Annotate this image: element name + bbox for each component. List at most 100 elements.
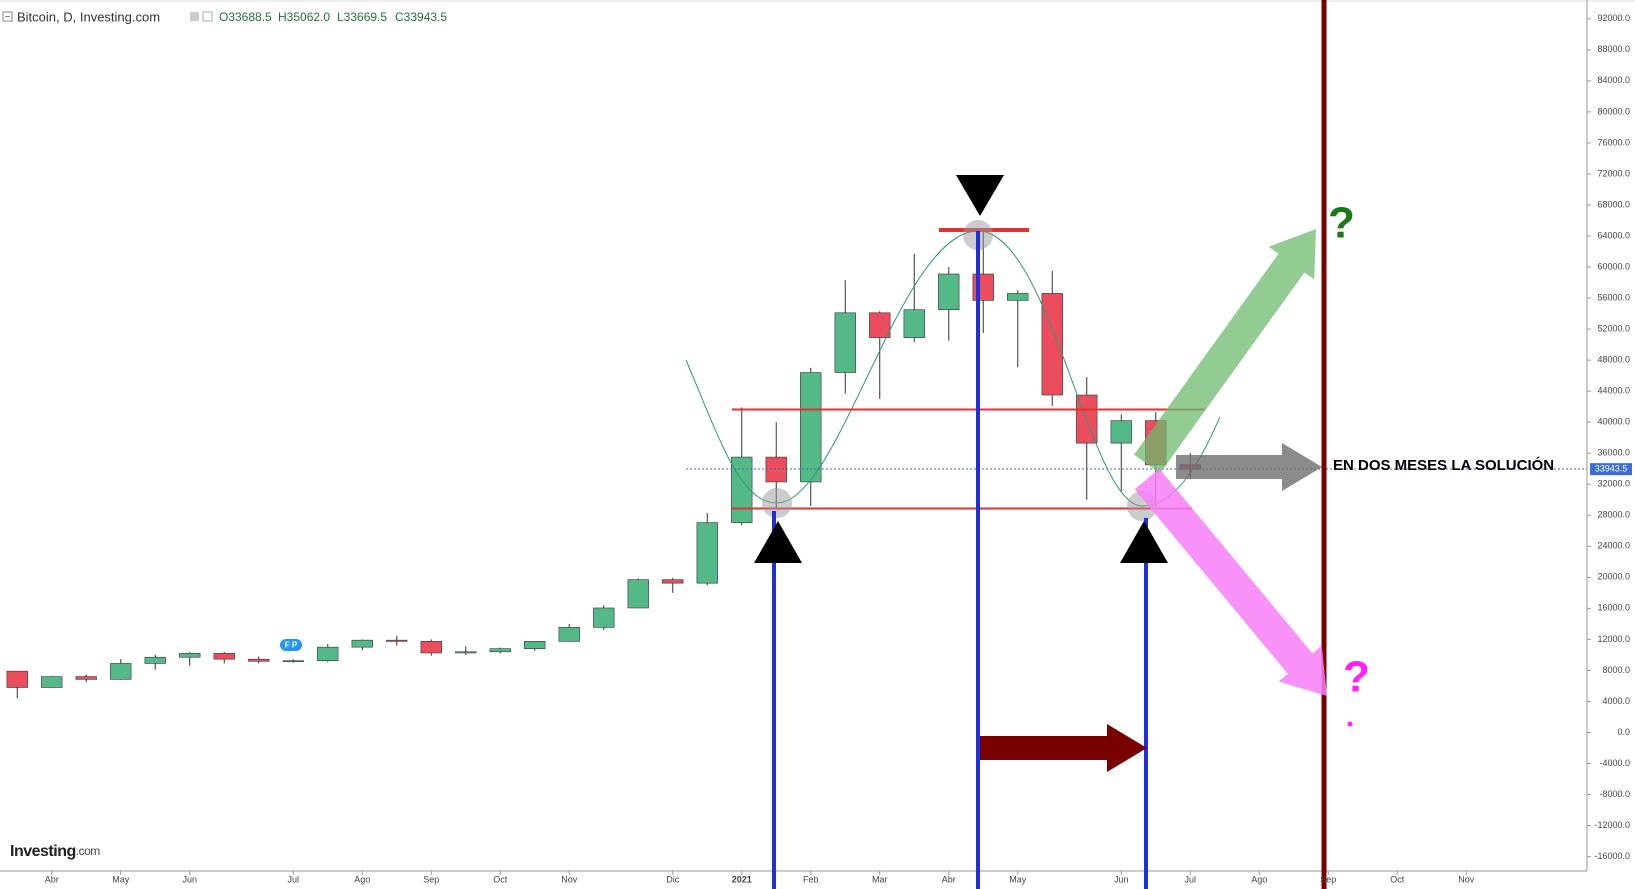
candle-body — [938, 273, 960, 311]
last-price-box — [1590, 463, 1632, 476]
y-tick-label: -16000.0 — [1594, 851, 1630, 861]
y-tick-label: -12000.0 — [1594, 820, 1630, 830]
x-tick-label: Mar — [872, 874, 888, 884]
y-tick-label: 64000.0 — [1597, 230, 1630, 240]
y-tick-label: 68000.0 — [1597, 199, 1630, 209]
x-tick-label: Nov — [561, 874, 578, 884]
y-tick-label: 84000.0 — [1597, 75, 1630, 85]
candle-body — [869, 312, 891, 338]
x-tick-label: Nov — [1458, 874, 1475, 884]
candle-body — [1110, 420, 1132, 444]
candle-body — [110, 663, 132, 680]
candle-body — [834, 312, 856, 373]
y-tick-label: 56000.0 — [1597, 292, 1630, 302]
triangle-down — [956, 175, 1004, 216]
y-tick-label: 12000.0 — [1597, 634, 1630, 644]
candle-body — [213, 653, 235, 660]
candle-body — [558, 627, 580, 642]
annotations: EN DOS MESES LA SOLUCIÓN ? ? — [685, 0, 1587, 889]
dot — [1347, 721, 1353, 727]
candle-body — [489, 648, 511, 653]
badge-text: F P — [285, 641, 298, 650]
collapse-icon[interactable] — [2, 11, 13, 22]
x-tick-label: Jul — [287, 874, 299, 884]
candle-body — [662, 579, 684, 584]
open: O33688.5 — [219, 10, 272, 24]
x-tick-label: Oct — [493, 874, 508, 884]
candle-body — [1041, 293, 1063, 396]
y-tick-label: 72000.0 — [1597, 168, 1630, 178]
x-tick-label: Feb — [803, 874, 819, 884]
arrow — [1176, 443, 1322, 491]
x-tick-label: May — [112, 874, 130, 884]
candle-body — [75, 676, 97, 680]
candle-body — [903, 309, 925, 338]
candle-body — [179, 653, 201, 658]
y-tick-label: -4000.0 — [1599, 758, 1630, 768]
x-tick-label: Ago — [1251, 874, 1267, 884]
candle-body — [765, 456, 787, 483]
close: C33943.5 — [395, 10, 447, 24]
x-tick-label: 2021 — [732, 874, 752, 884]
arrow — [1134, 468, 1327, 696]
y-tick-label: 24000.0 — [1597, 541, 1630, 551]
y-tick-label: 0.0 — [1617, 727, 1630, 737]
candle-body — [1007, 293, 1029, 301]
candle-body — [41, 676, 63, 688]
candle-body — [455, 651, 477, 654]
y-tick-label: 16000.0 — [1597, 603, 1630, 613]
question-up: ? — [1328, 199, 1355, 248]
brand: Investing.com — [10, 843, 100, 860]
candle-body — [627, 579, 649, 609]
pivot-circle — [762, 488, 792, 518]
arrow — [980, 724, 1147, 772]
brand-name: Investing — [10, 843, 76, 860]
x-tick-label: Sep — [423, 874, 439, 884]
y-tick-label: 36000.0 — [1597, 448, 1630, 458]
symbol: Bitcoin, D, Investing.com — [17, 9, 160, 24]
x-tick-label: Abr — [45, 874, 59, 884]
candle-body — [420, 641, 442, 654]
x-tick-label: May — [1009, 874, 1027, 884]
y-tick-label: 76000.0 — [1597, 137, 1630, 147]
y-tick-label: 20000.0 — [1597, 572, 1630, 582]
candle-body — [524, 641, 546, 650]
brand-suffix: .com — [76, 844, 101, 858]
x-tick-label: Abr — [942, 874, 956, 884]
y-tick-label: 8000.0 — [1602, 665, 1630, 675]
x-tick-label: Jun — [1114, 874, 1129, 884]
x-tick-label: Dic — [666, 874, 679, 884]
y-tick-label: -8000.0 — [1599, 789, 1630, 799]
candle-body — [248, 658, 270, 662]
candle-body — [6, 670, 28, 688]
last-price-label: 33943.5 — [1595, 464, 1628, 474]
candle-body — [144, 656, 166, 664]
y-tick-label: 60000.0 — [1597, 261, 1630, 271]
note: EN DOS MESES LA SOLUCIÓN — [1333, 456, 1554, 474]
candle-body — [386, 639, 408, 642]
badge — [280, 639, 302, 651]
low: L33669.5 — [337, 10, 387, 24]
x-tick-label: Jun — [182, 874, 197, 884]
candle-body — [317, 646, 339, 662]
y-tick-label: 48000.0 — [1597, 354, 1630, 364]
icon[interactable] — [202, 11, 213, 22]
y-tick-label: 80000.0 — [1597, 106, 1630, 116]
candle-body — [696, 522, 718, 584]
x-tick-label: Ago — [354, 874, 370, 884]
arrow — [1134, 229, 1316, 474]
y-tick-label: 92000.0 — [1597, 13, 1630, 23]
y-tick-label: 88000.0 — [1597, 44, 1630, 54]
triangle-up — [1120, 521, 1168, 563]
y-tick-label: 28000.0 — [1597, 510, 1630, 520]
high: H35062.0 — [278, 10, 330, 24]
candle-body — [351, 639, 373, 648]
candle-body — [731, 456, 753, 523]
y-tick-label: 40000.0 — [1597, 417, 1630, 427]
y-tick-label: 44000.0 — [1597, 386, 1630, 396]
y-tick-label: 4000.0 — [1602, 696, 1630, 706]
icon[interactable] — [190, 12, 199, 21]
question-down: ? — [1343, 653, 1370, 702]
